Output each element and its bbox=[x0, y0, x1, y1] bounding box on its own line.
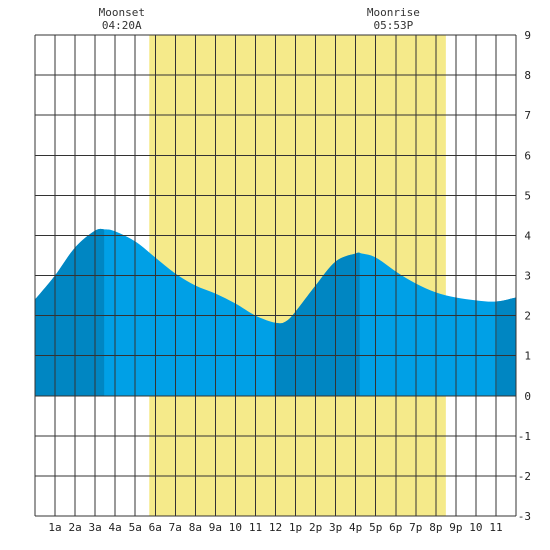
x-tick-label: 6a bbox=[149, 521, 162, 534]
x-tick-label: 8p bbox=[429, 521, 442, 534]
y-tick-label: 3 bbox=[524, 270, 531, 283]
x-tick-label: 7p bbox=[409, 521, 422, 534]
x-tick-label: 3p bbox=[329, 521, 342, 534]
x-tick-label: 10 bbox=[469, 521, 482, 534]
y-tick-label: 8 bbox=[524, 69, 531, 82]
x-tick-label: 7a bbox=[169, 521, 182, 534]
y-tick-label: 2 bbox=[524, 310, 531, 323]
y-tick-label: 1 bbox=[524, 350, 531, 363]
x-tick-label: 1p bbox=[289, 521, 302, 534]
y-tick-label: 9 bbox=[524, 29, 531, 42]
moonrise-label: Moonrise bbox=[367, 6, 420, 19]
x-tick-label: 2p bbox=[309, 521, 322, 534]
y-tick-label: 6 bbox=[524, 149, 531, 162]
x-tick-label: 10 bbox=[229, 521, 242, 534]
x-tick-label: 9p bbox=[449, 521, 462, 534]
y-tick-label: 5 bbox=[524, 189, 531, 202]
x-tick-label: 5a bbox=[129, 521, 142, 534]
x-tick-label: 11 bbox=[489, 521, 502, 534]
x-tick-label: 4p bbox=[349, 521, 362, 534]
grid-layer bbox=[34, 34, 517, 517]
y-tick-label: 7 bbox=[524, 109, 531, 122]
x-tick-label: 8a bbox=[189, 521, 202, 534]
x-tick-label: 9a bbox=[209, 521, 222, 534]
x-tick-label: 12 bbox=[269, 521, 282, 534]
x-tick-label: 5p bbox=[369, 521, 382, 534]
x-tick-label: 6p bbox=[389, 521, 402, 534]
y-tick-label: 0 bbox=[524, 390, 531, 403]
x-tick-label: 2a bbox=[68, 521, 81, 534]
x-tick-label: 3a bbox=[89, 521, 102, 534]
y-tick-label: 4 bbox=[524, 229, 531, 242]
y-tick-label: -1 bbox=[518, 430, 531, 443]
y-tick-labels: -3 -2 -1 0 1 2 3 4 5 6 7 8 9 bbox=[518, 29, 532, 523]
x-tick-label: 11 bbox=[249, 521, 262, 534]
moonset-time: 04:20A bbox=[102, 19, 142, 32]
x-tick-labels: 1a 2a 3a 4a 5a 6a 7a 8a 9a 10 11 12 1p 2p 3p 4p 5p 6p 7p 8p… bbox=[48, 521, 502, 534]
y-tick-label: -3 bbox=[518, 510, 531, 523]
x-tick-label: 4a bbox=[109, 521, 122, 534]
moonset-label: Moonset bbox=[99, 6, 145, 19]
moonrise-time: 05:53P bbox=[373, 19, 413, 32]
y-tick-label: -2 bbox=[518, 470, 531, 483]
x-tick-label: 1a bbox=[48, 521, 61, 534]
